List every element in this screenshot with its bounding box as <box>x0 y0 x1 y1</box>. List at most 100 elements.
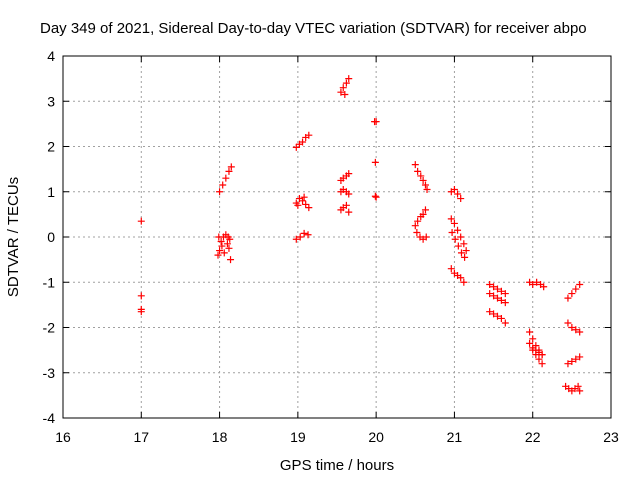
point-cluster <box>529 346 546 368</box>
data-point <box>220 249 228 257</box>
data-point <box>413 228 421 236</box>
y-tick-label: 1 <box>47 184 55 200</box>
data-point <box>137 217 145 225</box>
data-point <box>372 193 380 201</box>
chart-title: Day 349 of 2021, Sidereal Day-to-day VTE… <box>40 20 587 37</box>
data-point <box>294 201 302 209</box>
data-point <box>501 299 509 307</box>
point-cluster <box>447 215 470 255</box>
data-point <box>576 353 584 361</box>
data-point <box>345 190 353 198</box>
data-point <box>137 308 145 316</box>
data-point <box>292 143 300 151</box>
data-point <box>450 219 458 227</box>
data-point <box>535 355 543 363</box>
point-cluster <box>564 353 584 368</box>
data-point <box>345 75 353 83</box>
data-point <box>572 326 580 334</box>
data-point <box>572 285 580 293</box>
data-point <box>341 90 349 98</box>
point-cluster <box>413 228 430 243</box>
data-point <box>501 290 509 298</box>
data-point <box>538 360 546 368</box>
data-point <box>421 181 429 189</box>
data-point <box>372 118 380 126</box>
data-point <box>493 285 501 293</box>
data-point <box>414 167 422 175</box>
data-point <box>529 346 537 354</box>
data-point <box>568 290 576 298</box>
x-tick-label: 19 <box>290 429 306 445</box>
point-cluster <box>486 281 509 298</box>
data-point <box>493 312 501 320</box>
x-tick-label: 17 <box>133 429 149 445</box>
data-point <box>501 319 509 327</box>
data-point <box>299 138 307 146</box>
x-tick-label: 23 <box>603 429 619 445</box>
data-point <box>526 328 534 336</box>
data-point <box>574 382 582 390</box>
data-point <box>304 231 312 239</box>
data-point <box>342 201 350 209</box>
data-point <box>411 161 419 169</box>
data-point <box>137 292 145 300</box>
data-point <box>214 251 222 259</box>
x-tick-label: 21 <box>447 429 463 445</box>
data-point <box>417 172 425 180</box>
data-point <box>572 355 580 363</box>
point-cluster <box>448 228 469 261</box>
x-tick-label: 20 <box>368 429 384 445</box>
data-point <box>486 290 494 298</box>
point-cluster <box>137 217 145 316</box>
point-cluster <box>486 290 509 307</box>
point-cluster <box>292 193 313 212</box>
data-point <box>305 131 313 139</box>
point-cluster <box>337 201 353 216</box>
data-point <box>576 281 584 289</box>
point-cluster <box>337 185 353 198</box>
point-cluster <box>214 231 235 264</box>
data-point <box>419 176 427 184</box>
data-point <box>526 339 534 347</box>
data-point <box>532 351 540 359</box>
point-cluster <box>292 131 313 151</box>
data-point <box>217 238 225 246</box>
data-point <box>226 235 234 243</box>
data-point <box>215 233 223 241</box>
data-point <box>490 292 498 300</box>
data-point <box>576 387 584 395</box>
data-point <box>448 228 456 236</box>
data-point <box>454 190 462 198</box>
y-tick-label: 0 <box>47 229 55 245</box>
data-point <box>302 200 310 208</box>
data-point <box>296 233 304 241</box>
data-point <box>300 229 308 237</box>
data-point <box>457 195 465 203</box>
data-point <box>227 163 235 171</box>
x-axis-label: GPS time / hours <box>280 457 394 474</box>
data-point <box>497 296 505 304</box>
data-point <box>292 235 300 243</box>
data-point <box>533 278 541 286</box>
data-point <box>345 170 353 178</box>
data-point <box>299 197 307 205</box>
point-cluster <box>337 170 353 184</box>
point-cluster <box>447 265 468 286</box>
data-point <box>345 208 353 216</box>
data-point <box>300 193 308 201</box>
data-point <box>451 235 459 243</box>
point-cluster <box>371 118 380 201</box>
data-point <box>227 256 235 264</box>
y-tick-label: 4 <box>47 48 55 64</box>
data-point <box>339 84 347 92</box>
data-point <box>540 283 548 291</box>
point-cluster <box>562 382 584 395</box>
data-point <box>490 283 498 291</box>
point-cluster <box>411 206 429 230</box>
point-cluster <box>564 281 584 302</box>
data-point <box>568 324 576 331</box>
y-axis-label: SDTVAR / TECUs <box>5 177 22 297</box>
point-cluster <box>564 319 584 336</box>
data-point <box>460 278 468 286</box>
